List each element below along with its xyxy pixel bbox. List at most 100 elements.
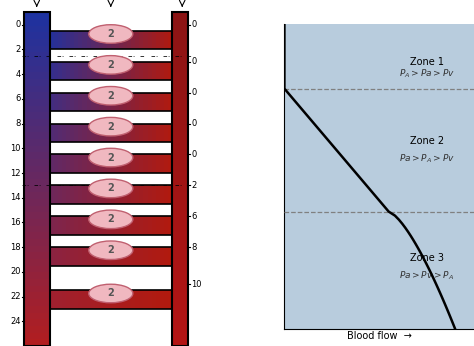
Bar (99, 247, 103, 266)
Bar (87, 247, 91, 266)
Bar (87, 185, 91, 204)
Bar (78, 93, 83, 111)
Bar (70, 124, 75, 142)
Bar (111, 93, 116, 111)
Bar (66, 247, 71, 266)
Bar (24, 339, 50, 346)
Bar (172, 26, 188, 33)
Bar (123, 154, 128, 173)
Bar (172, 326, 188, 333)
Bar (50, 216, 55, 235)
Bar (50, 62, 55, 80)
Bar (50, 290, 55, 309)
Bar (82, 154, 87, 173)
Bar (131, 31, 136, 49)
Bar (115, 124, 119, 142)
Bar (172, 92, 188, 99)
Text: 10: 10 (191, 280, 201, 289)
Bar (24, 19, 50, 26)
Bar (24, 312, 50, 319)
Bar (24, 219, 50, 226)
Bar (62, 185, 67, 204)
Bar (168, 93, 173, 111)
Bar (50, 31, 172, 49)
Bar (54, 247, 59, 266)
Bar (24, 46, 50, 53)
Bar (24, 39, 50, 46)
Bar (152, 62, 156, 80)
Bar (91, 290, 95, 309)
Bar (172, 112, 188, 119)
Bar (24, 192, 50, 199)
Bar (164, 290, 168, 309)
Circle shape (89, 179, 133, 198)
Bar (107, 154, 111, 173)
Bar (24, 26, 50, 33)
Bar (172, 119, 188, 126)
Bar (24, 106, 50, 112)
Bar (172, 306, 188, 313)
Text: 6: 6 (191, 212, 196, 221)
Bar (168, 216, 173, 235)
Bar (103, 185, 108, 204)
Bar (119, 185, 124, 204)
Bar (172, 239, 188, 246)
Bar (54, 124, 59, 142)
Bar (172, 299, 188, 306)
Bar (107, 290, 111, 309)
Bar (24, 246, 50, 253)
Bar (50, 290, 172, 309)
Bar (78, 216, 83, 235)
Bar (164, 154, 168, 173)
Bar (155, 185, 160, 204)
Bar (115, 290, 119, 309)
Bar (24, 152, 50, 159)
Bar (164, 124, 168, 142)
Bar (66, 216, 71, 235)
Bar (147, 124, 152, 142)
Bar (127, 31, 132, 49)
Bar (172, 219, 188, 226)
Bar (87, 93, 91, 111)
Circle shape (89, 86, 133, 105)
Bar (111, 290, 116, 309)
Bar (144, 154, 148, 173)
Bar (50, 185, 172, 204)
Bar (172, 66, 188, 73)
Bar (24, 206, 50, 213)
Text: 2: 2 (191, 181, 196, 190)
Bar (58, 185, 63, 204)
Bar (103, 124, 108, 142)
Bar (74, 290, 79, 309)
Bar (136, 93, 140, 111)
Bar (119, 93, 124, 111)
Bar (70, 247, 75, 266)
Bar (74, 93, 79, 111)
Bar (127, 216, 132, 235)
Bar (172, 12, 188, 19)
Bar (147, 185, 152, 204)
Bar (139, 216, 144, 235)
Bar (152, 216, 156, 235)
Bar (24, 92, 50, 99)
Text: 0: 0 (191, 20, 196, 29)
Bar (103, 216, 108, 235)
Bar (95, 62, 100, 80)
Bar (127, 247, 132, 266)
Bar (62, 216, 67, 235)
Bar (50, 93, 172, 111)
Text: Zone 1: Zone 1 (410, 57, 444, 67)
Text: 2: 2 (108, 60, 114, 70)
Bar (78, 31, 83, 49)
Text: 22: 22 (10, 292, 20, 301)
Bar (164, 247, 168, 266)
Bar (172, 166, 188, 173)
Bar (78, 290, 83, 309)
Bar (70, 154, 75, 173)
Bar (172, 59, 188, 66)
Circle shape (89, 56, 133, 74)
Bar (24, 319, 50, 326)
Bar (123, 124, 128, 142)
Bar (107, 216, 111, 235)
Bar (24, 259, 50, 266)
